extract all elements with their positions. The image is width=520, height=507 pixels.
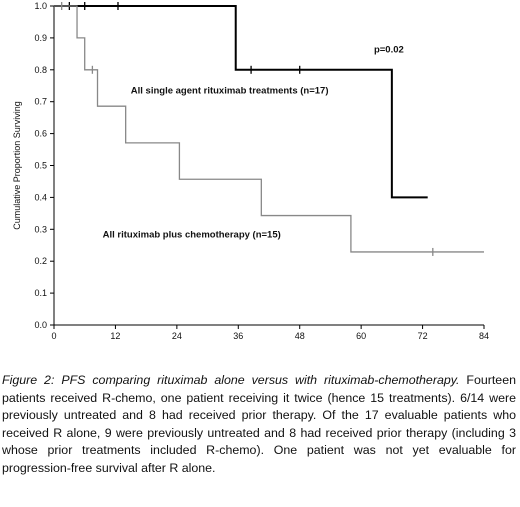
x-tick-label: 12 <box>110 331 120 341</box>
caption-body: Fourteen patients received R-chemo, one … <box>2 373 516 475</box>
x-tick-label: 36 <box>233 331 243 341</box>
x-tick-label: 24 <box>172 331 182 341</box>
series-line-2 <box>54 5 484 253</box>
y-tick-label: 0.7 <box>34 97 47 107</box>
y-tick-label: 0.4 <box>34 192 47 202</box>
series-label-1: All single agent rituximab treatments (n… <box>131 86 329 97</box>
y-tick-label: 1.0 <box>34 1 47 11</box>
x-tick-label: 72 <box>418 331 428 341</box>
y-tick-label: 0.8 <box>34 65 47 75</box>
y-tick-label: 0.9 <box>34 33 47 43</box>
y-axis-title: Cumulative Proportion Surviving <box>12 101 22 230</box>
caption-title: Figure 2: PFS comparing rituximab alone … <box>2 373 460 387</box>
figure-caption: Figure 2: PFS comparing rituximab alone … <box>2 372 516 477</box>
p-value-annotation: p=0.02 <box>374 44 404 55</box>
chart-axes: 0.0 0.1 0.2 0.3 0.4 0.5 0.6 0.7 0.8 0.9 1.0 0 12 24 36… <box>34 1 489 341</box>
x-tick-label: 0 <box>51 331 56 341</box>
y-tick-label: 0.2 <box>34 256 47 266</box>
x-tick-label: 60 <box>356 331 366 341</box>
y-tick-label: 0.3 <box>34 224 47 234</box>
y-tick-label: 0.0 <box>34 320 47 330</box>
y-tick-label: 0.6 <box>34 129 47 139</box>
chart-series <box>54 2 484 256</box>
series-line-1 <box>54 5 428 199</box>
x-tick-label: 48 <box>295 331 305 341</box>
x-tick-label: 84 <box>479 331 489 341</box>
y-tick-label: 0.5 <box>34 161 47 171</box>
chart-labels: MonthsCumulative Proportion SurvivingAll… <box>12 44 404 240</box>
km-chart: 0.0 0.1 0.2 0.3 0.4 0.5 0.6 0.7 0.8 0.9 1.0 0 12 24 36… <box>12 1 489 341</box>
y-tick-label: 0.1 <box>34 288 47 298</box>
series-label-2: All rituximab plus chemotherapy (n=15) <box>103 229 281 240</box>
